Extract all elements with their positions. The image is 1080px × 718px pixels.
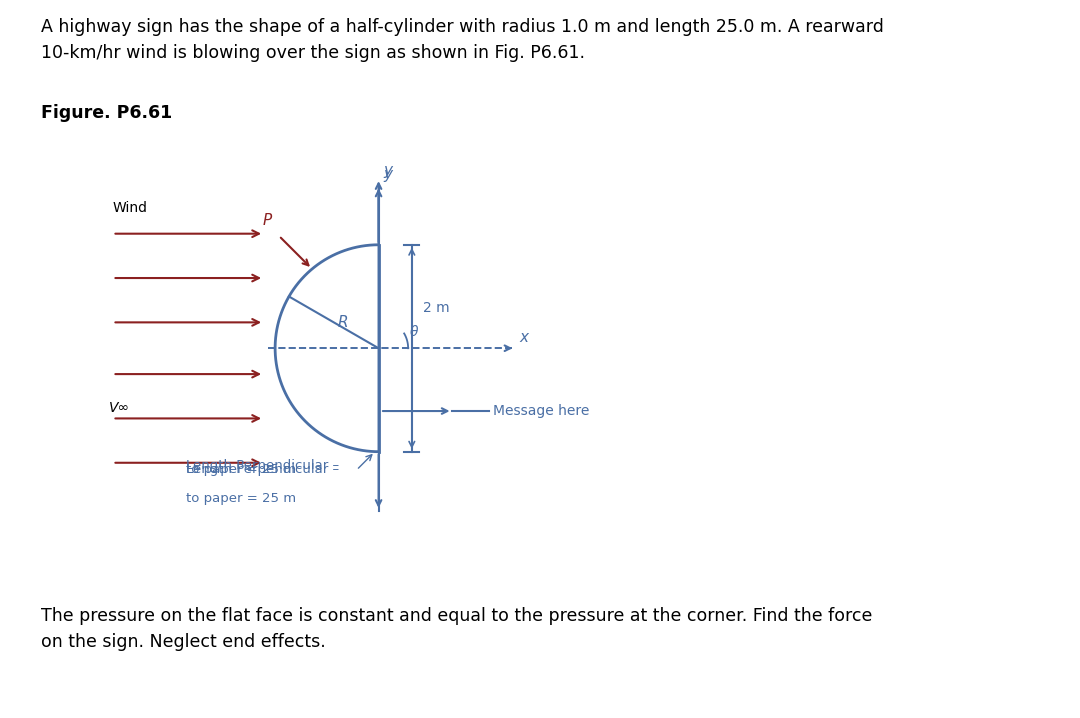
- Text: Length Perpendicular –: Length Perpendicular –: [187, 459, 339, 472]
- Text: Wind: Wind: [112, 201, 148, 215]
- Text: y: y: [383, 167, 393, 182]
- Text: V∞: V∞: [109, 401, 130, 415]
- Text: 2 m: 2 m: [423, 301, 449, 314]
- Text: θ: θ: [409, 325, 418, 339]
- Text: A highway sign has the shape of a half-cylinder with radius 1.0 m and length 25.: A highway sign has the shape of a half-c…: [41, 18, 883, 62]
- Text: to paper = 25 m: to paper = 25 m: [187, 493, 297, 505]
- Text: y: y: [383, 163, 393, 178]
- Text: Length Perpendicular –: Length Perpendicular –: [187, 463, 339, 476]
- Text: P: P: [262, 213, 271, 228]
- Text: Figure. P6.61: Figure. P6.61: [41, 104, 173, 122]
- Text: to paper = 25 m: to paper = 25 m: [187, 463, 297, 476]
- Text: The pressure on the flat face is constant and equal to the pressure at the corne: The pressure on the flat face is constan…: [41, 607, 873, 651]
- Text: R: R: [337, 315, 348, 330]
- Text: x: x: [519, 330, 528, 345]
- Text: Message here: Message here: [494, 404, 590, 418]
